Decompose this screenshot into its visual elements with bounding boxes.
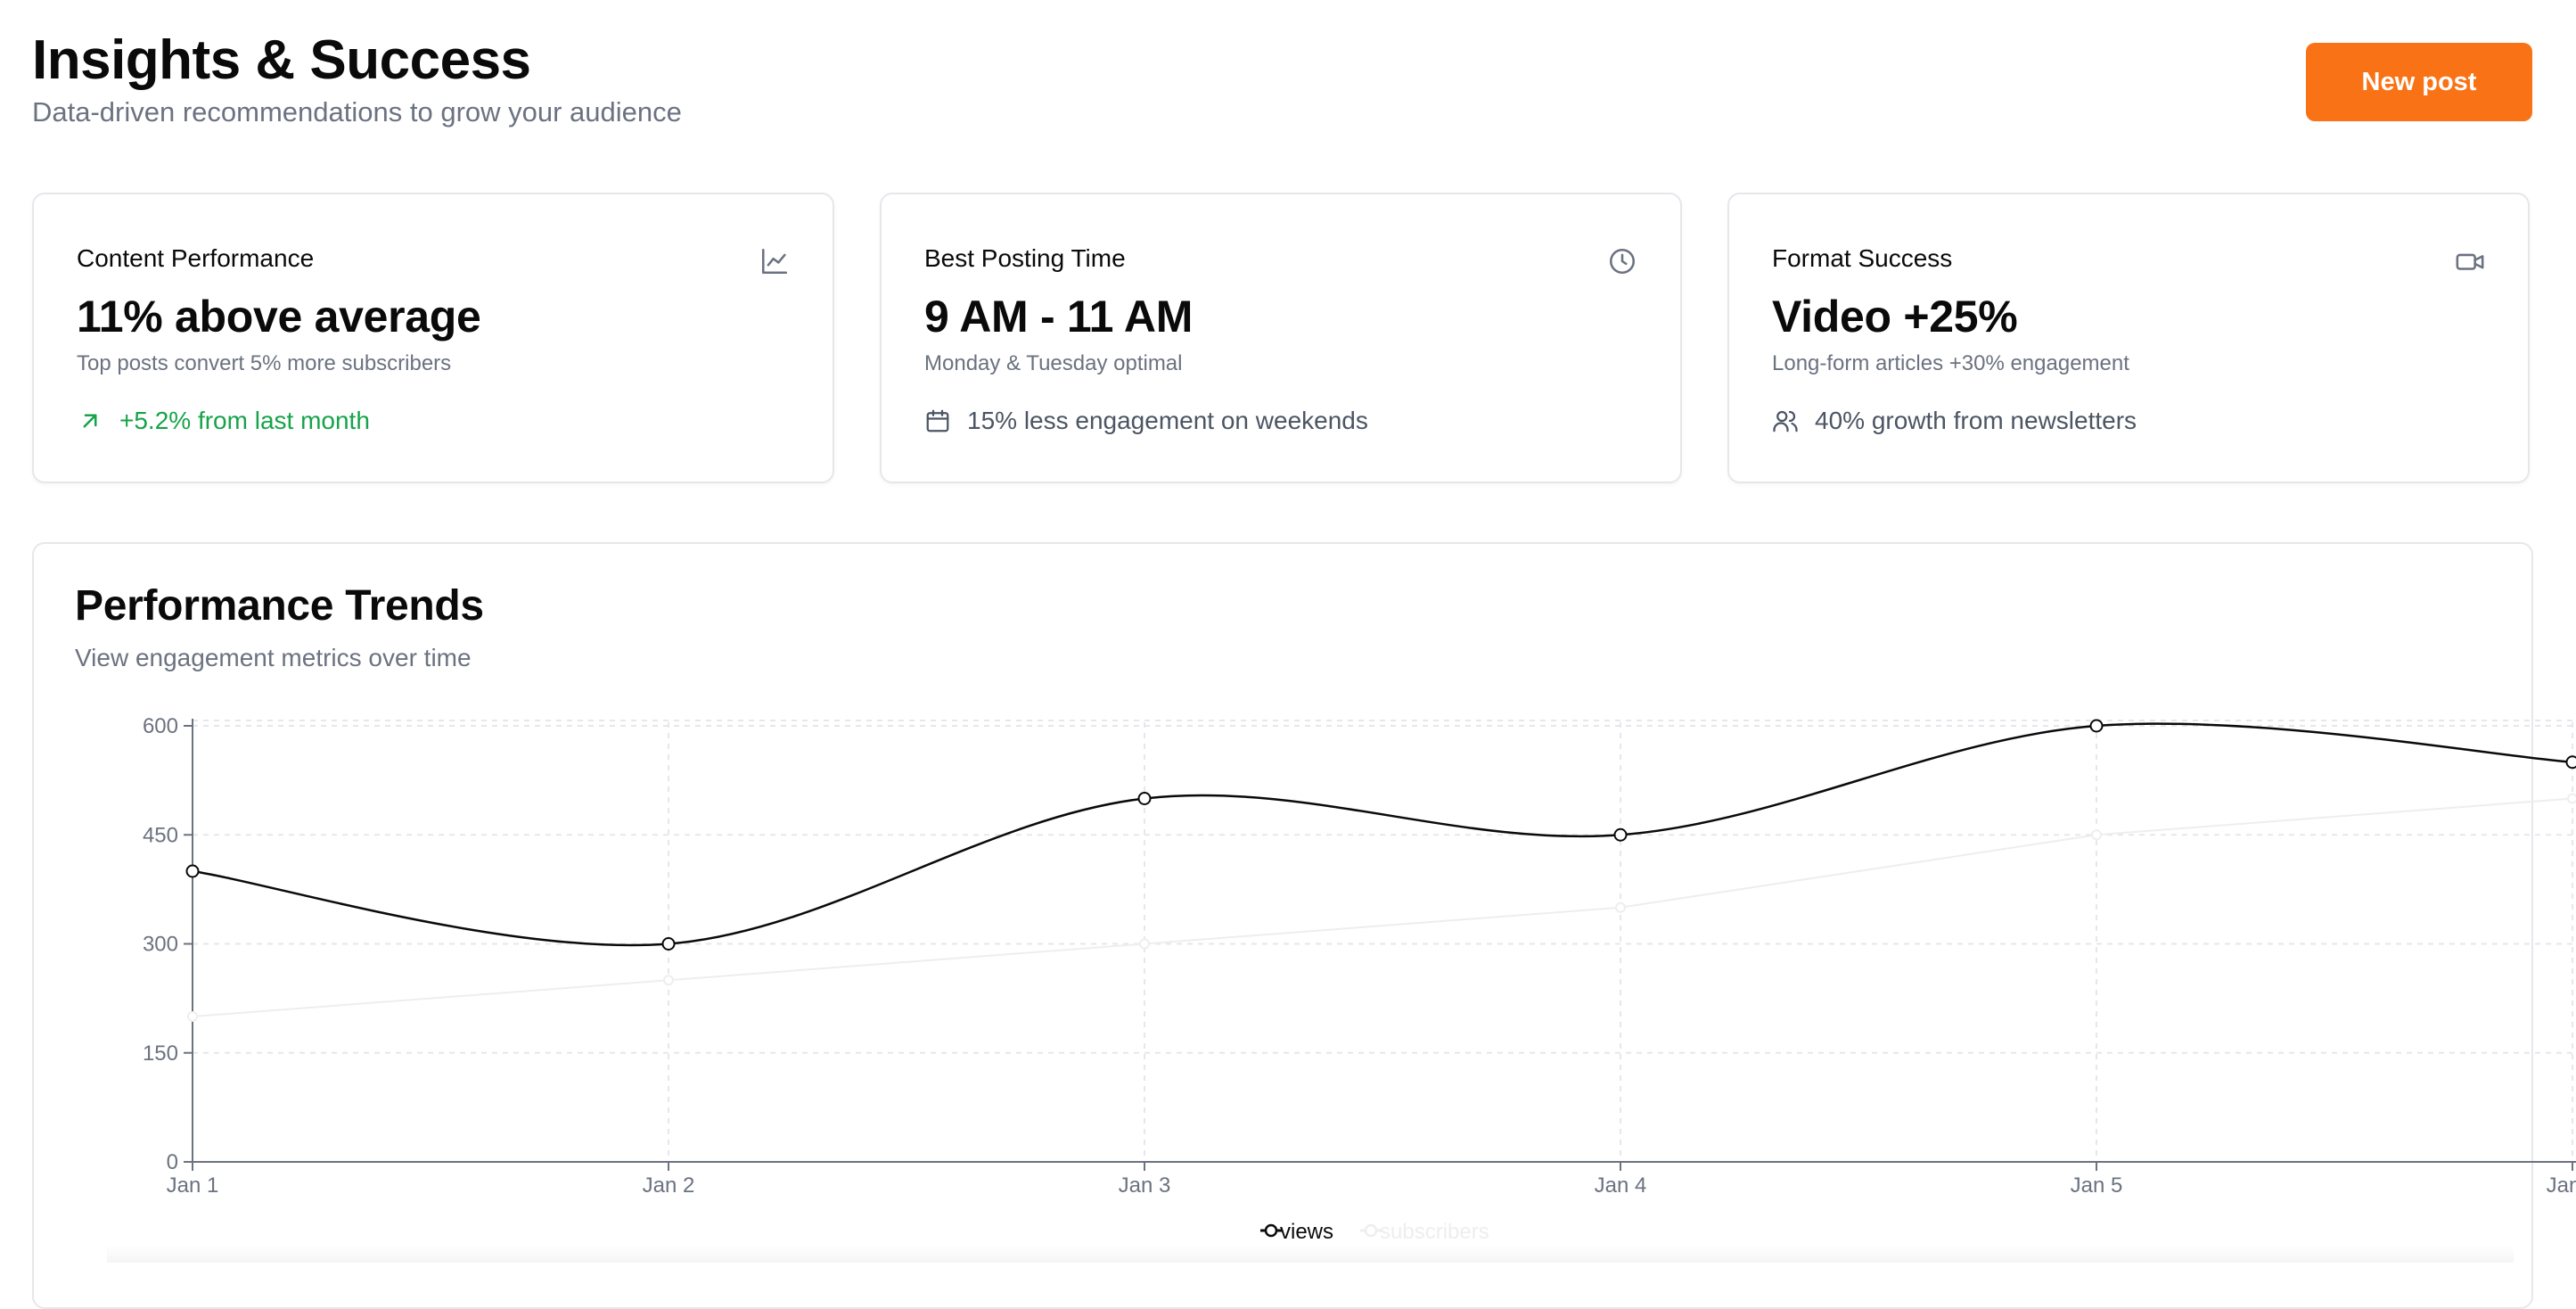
data-point-subscribers: [2568, 794, 2576, 803]
data-point-subscribers: [2092, 830, 2101, 839]
y-tick-label: 150: [143, 1041, 178, 1066]
data-point-subscribers: [1616, 903, 1625, 912]
y-tick-label: 300: [143, 933, 178, 957]
y-tick-label: 0: [167, 1150, 178, 1174]
data-point-views: [1139, 793, 1151, 804]
x-tick-label: Jan 4: [1595, 1173, 1647, 1198]
data-point-subscribers: [188, 1012, 197, 1021]
x-tick-label: Jan 2: [643, 1173, 695, 1198]
series-line-subscribers: [193, 799, 2572, 1017]
data-point-views: [663, 938, 675, 950]
data-point-views: [187, 866, 199, 877]
data-point-views: [1615, 829, 1627, 841]
x-tick-label: Jan 3: [1119, 1173, 1171, 1198]
legend-label-views[interactable]: views: [1280, 1220, 1333, 1244]
y-tick-label: 600: [143, 714, 178, 738]
y-tick-label: 450: [143, 823, 178, 847]
x-tick-label: Jan 5: [2071, 1173, 2123, 1198]
data-point-subscribers: [1140, 940, 1149, 949]
scroll-fade: [107, 1245, 2514, 1263]
x-tick-label: Jan 1: [167, 1173, 219, 1198]
x-tick-label: Jan 6: [2547, 1173, 2576, 1198]
data-point-views: [2567, 756, 2576, 768]
legend-marker-subscribers[interactable]: [1366, 1225, 1376, 1236]
legend-label-subscribers[interactable]: subscribers: [1380, 1220, 1489, 1244]
legend-marker-views[interactable]: [1266, 1225, 1276, 1236]
data-point-subscribers: [664, 976, 673, 984]
data-point-views: [2091, 720, 2103, 732]
performance-trends-chart: 0 150 300 450 600 Jan 1 Jan 2 Jan 3 Jan 4 Jan 5 Ja…: [0, 0, 2576, 1263]
